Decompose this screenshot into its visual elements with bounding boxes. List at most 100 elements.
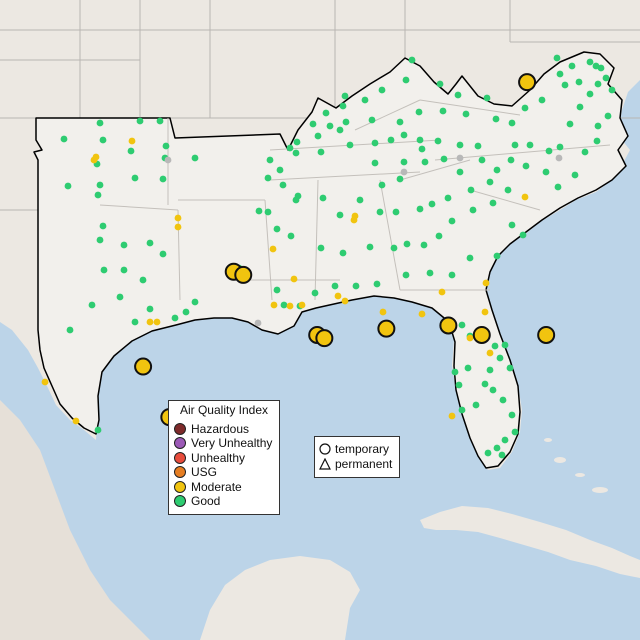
moderate-monitor-dot[interactable] (486, 349, 494, 357)
good-monitor-dot[interactable] (464, 364, 472, 372)
good-monitor-dot[interactable] (286, 144, 294, 152)
good-monitor-dot[interactable] (554, 183, 562, 191)
good-monitor-dot[interactable] (376, 208, 384, 216)
good-monitor-dot[interactable] (146, 305, 154, 313)
good-monitor-dot[interactable] (483, 94, 491, 102)
good-monitor-dot[interactable] (336, 211, 344, 219)
good-monitor-dot[interactable] (116, 293, 124, 301)
moderate-monitor-dot[interactable] (174, 214, 182, 222)
good-monitor-dot[interactable] (120, 241, 128, 249)
good-monitor-dot[interactable] (456, 141, 464, 149)
good-monitor-dot[interactable] (400, 158, 408, 166)
good-monitor-dot[interactable] (542, 168, 550, 176)
temporary-moderate-marker[interactable] (234, 265, 253, 284)
good-monitor-dot[interactable] (415, 108, 423, 116)
moderate-monitor-dot[interactable] (286, 302, 294, 310)
good-monitor-dot[interactable] (339, 102, 347, 110)
moderate-monitor-dot[interactable] (448, 412, 456, 420)
good-monitor-dot[interactable] (60, 135, 68, 143)
good-monitor-dot[interactable] (506, 364, 514, 372)
good-monitor-dot[interactable] (586, 58, 594, 66)
good-monitor-dot[interactable] (408, 56, 416, 64)
good-monitor-dot[interactable] (556, 143, 564, 151)
good-monitor-dot[interactable] (159, 250, 167, 258)
good-monitor-dot[interactable] (402, 271, 410, 279)
good-monitor-dot[interactable] (501, 341, 509, 349)
no-data-monitor-dot[interactable] (254, 319, 262, 327)
good-monitor-dot[interactable] (472, 401, 480, 409)
good-monitor-dot[interactable] (521, 104, 529, 112)
good-monitor-dot[interactable] (352, 282, 360, 290)
temporary-moderate-marker[interactable] (537, 325, 556, 344)
good-monitor-dot[interactable] (400, 131, 408, 139)
good-monitor-dot[interactable] (120, 266, 128, 274)
moderate-monitor-dot[interactable] (350, 216, 358, 224)
good-monitor-dot[interactable] (511, 428, 519, 436)
moderate-monitor-dot[interactable] (290, 275, 298, 283)
good-monitor-dot[interactable] (492, 115, 500, 123)
good-monitor-dot[interactable] (504, 186, 512, 194)
good-monitor-dot[interactable] (507, 156, 515, 164)
good-monitor-dot[interactable] (403, 240, 411, 248)
good-monitor-dot[interactable] (64, 182, 72, 190)
good-monitor-dot[interactable] (501, 436, 509, 444)
good-monitor-dot[interactable] (341, 92, 349, 100)
good-monitor-dot[interactable] (428, 200, 436, 208)
moderate-monitor-dot[interactable] (92, 153, 100, 161)
no-data-monitor-dot[interactable] (456, 154, 464, 162)
good-monitor-dot[interactable] (159, 175, 167, 183)
good-monitor-dot[interactable] (439, 107, 447, 115)
good-monitor-dot[interactable] (356, 196, 364, 204)
good-monitor-dot[interactable] (131, 174, 139, 182)
good-monitor-dot[interactable] (519, 231, 527, 239)
moderate-monitor-dot[interactable] (298, 301, 306, 309)
good-monitor-dot[interactable] (322, 109, 330, 117)
moderate-monitor-dot[interactable] (379, 308, 387, 316)
good-monitor-dot[interactable] (571, 171, 579, 179)
moderate-monitor-dot[interactable] (481, 308, 489, 316)
good-monitor-dot[interactable] (458, 321, 466, 329)
good-monitor-dot[interactable] (498, 451, 506, 459)
good-monitor-dot[interactable] (378, 86, 386, 94)
good-monitor-dot[interactable] (489, 199, 497, 207)
good-monitor-dot[interactable] (94, 426, 102, 434)
good-monitor-dot[interactable] (162, 142, 170, 150)
good-monitor-dot[interactable] (420, 241, 428, 249)
good-monitor-dot[interactable] (156, 117, 164, 125)
good-monitor-dot[interactable] (99, 222, 107, 230)
good-monitor-dot[interactable] (454, 91, 462, 99)
good-monitor-dot[interactable] (538, 96, 546, 104)
good-monitor-dot[interactable] (508, 221, 516, 229)
good-monitor-dot[interactable] (508, 411, 516, 419)
no-data-monitor-dot[interactable] (164, 156, 172, 164)
good-monitor-dot[interactable] (455, 381, 463, 389)
good-monitor-dot[interactable] (88, 301, 96, 309)
good-monitor-dot[interactable] (458, 406, 466, 414)
moderate-monitor-dot[interactable] (146, 318, 154, 326)
moderate-monitor-dot[interactable] (128, 137, 136, 145)
temporary-moderate-marker[interactable] (518, 73, 537, 92)
good-monitor-dot[interactable] (191, 154, 199, 162)
good-monitor-dot[interactable] (131, 318, 139, 326)
good-monitor-dot[interactable] (127, 147, 135, 155)
good-monitor-dot[interactable] (390, 244, 398, 252)
good-monitor-dot[interactable] (266, 156, 274, 164)
good-monitor-dot[interactable] (491, 342, 499, 350)
good-monitor-dot[interactable] (484, 449, 492, 457)
good-monitor-dot[interactable] (378, 181, 386, 189)
good-monitor-dot[interactable] (451, 368, 459, 376)
no-data-monitor-dot[interactable] (400, 168, 408, 176)
good-monitor-dot[interactable] (94, 191, 102, 199)
good-monitor-dot[interactable] (489, 386, 497, 394)
good-monitor-dot[interactable] (264, 174, 272, 182)
good-monitor-dot[interactable] (456, 168, 464, 176)
good-monitor-dot[interactable] (96, 119, 104, 127)
good-monitor-dot[interactable] (319, 194, 327, 202)
good-monitor-dot[interactable] (416, 136, 424, 144)
temporary-moderate-marker[interactable] (315, 329, 334, 348)
good-monitor-dot[interactable] (466, 254, 474, 262)
good-monitor-dot[interactable] (568, 62, 576, 70)
moderate-monitor-dot[interactable] (521, 193, 529, 201)
good-monitor-dot[interactable] (436, 80, 444, 88)
good-monitor-dot[interactable] (553, 54, 561, 62)
